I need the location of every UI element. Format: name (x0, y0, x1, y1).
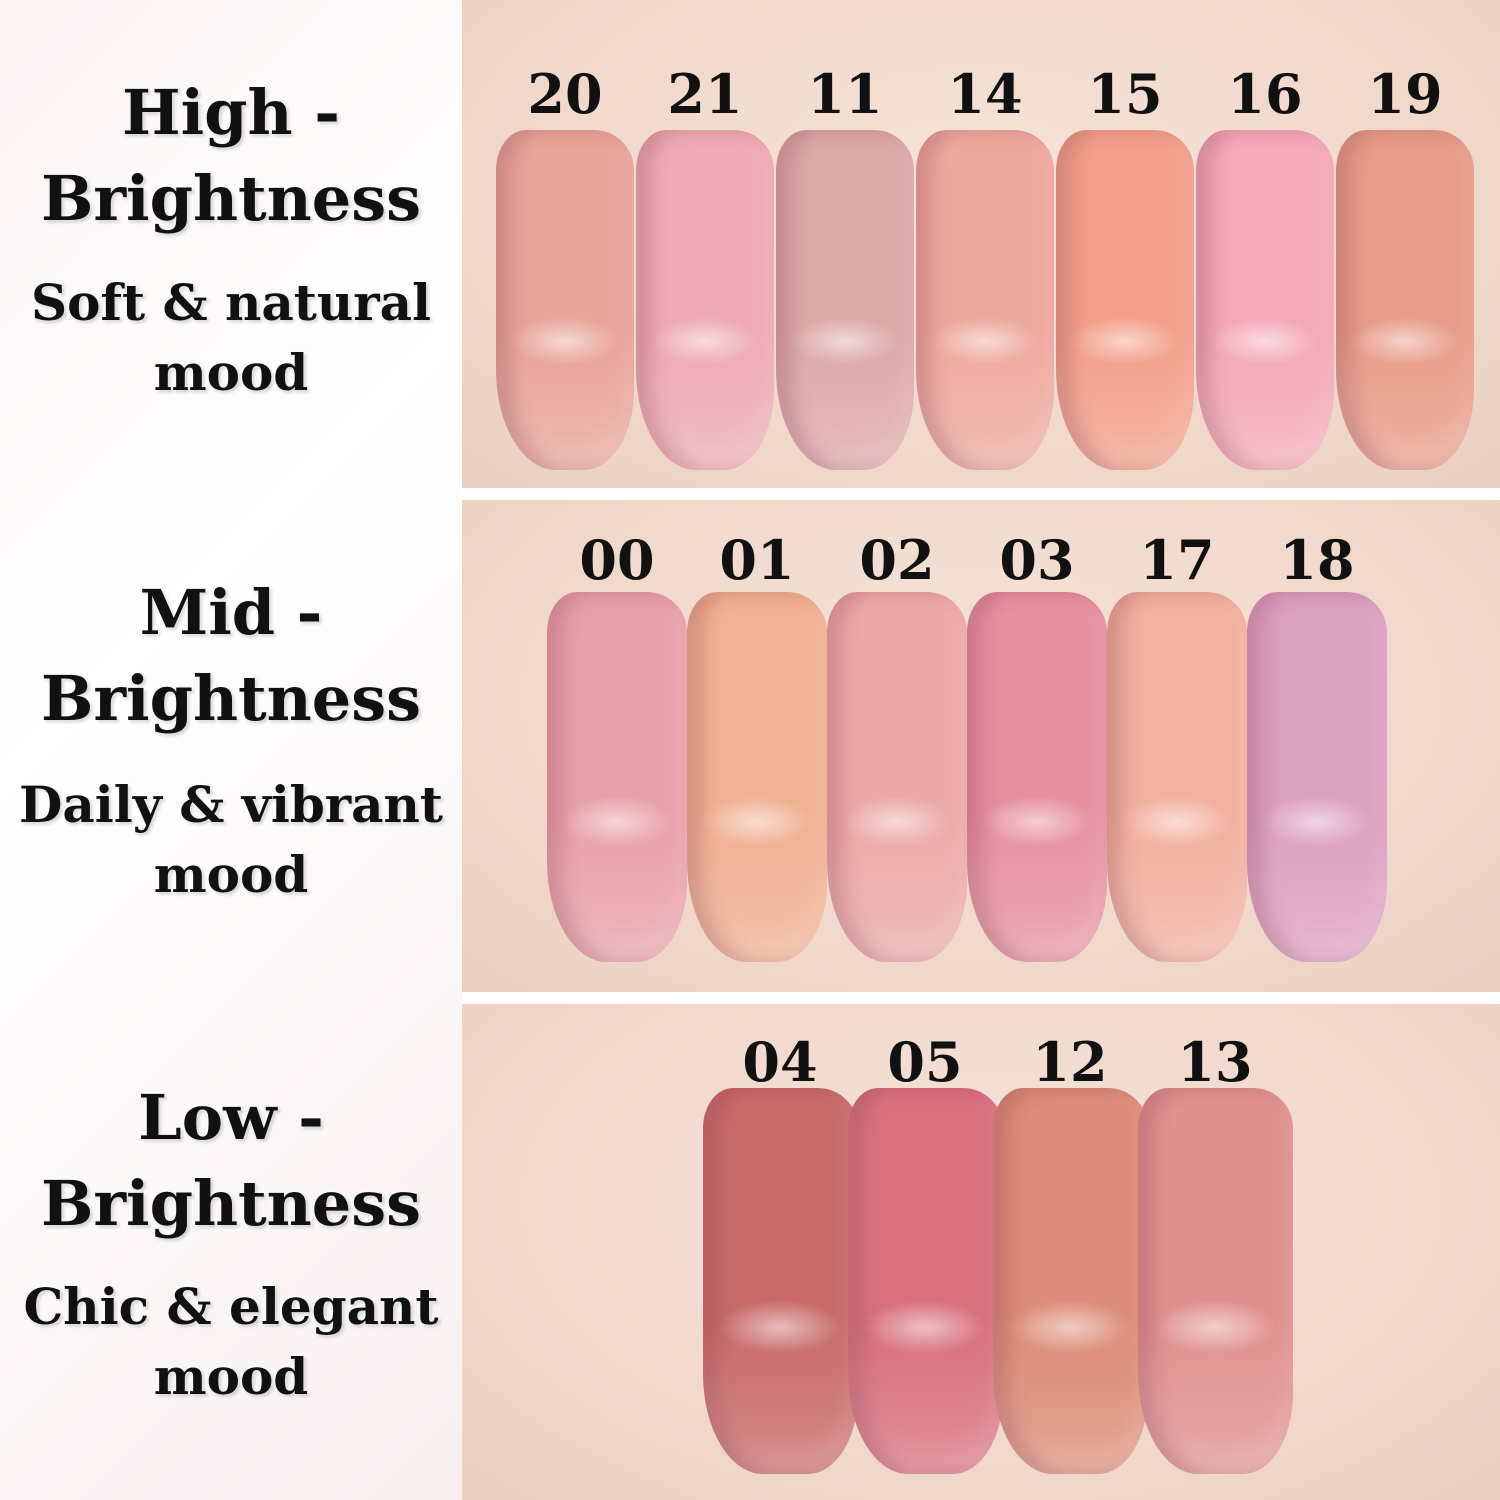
gloss-highlight (1069, 317, 1181, 365)
swatch-panel: 04 05 12 13 (462, 1004, 1500, 1500)
gloss-highlight (561, 795, 673, 848)
left-label-panel (0, 0, 462, 1500)
shade-number: 20 (527, 62, 603, 126)
group-label: High - Brightness (0, 70, 462, 242)
group-title: High - Brightness (40, 76, 422, 235)
shade-number: 12 (1032, 1030, 1108, 1094)
shade-number: 02 (859, 528, 935, 592)
shade-number: 21 (667, 62, 743, 126)
shade-swatch (847, 1088, 1003, 1474)
gloss-highlight (1153, 1300, 1277, 1355)
gloss-highlight (649, 317, 761, 365)
group-title: Low - Brightness (40, 1081, 422, 1240)
shade-number: 04 (742, 1030, 818, 1094)
gloss-highlight (863, 1300, 987, 1355)
shade-swatch (1336, 130, 1474, 470)
shade-swatch (496, 130, 634, 470)
shade-swatch (967, 592, 1107, 962)
gloss-highlight (718, 1300, 842, 1355)
gloss-highlight (841, 795, 953, 848)
gloss-highlight (1349, 317, 1461, 365)
gloss-highlight (789, 317, 901, 365)
group-label: Mid - Brightness (0, 570, 462, 742)
shade-number: 17 (1139, 528, 1215, 592)
shade-swatch (687, 592, 827, 962)
group-label: Low - Brightness (0, 1075, 462, 1247)
swatch-panel: 00 01 02 03 17 18 (462, 500, 1500, 992)
group-title: Mid - Brightness (40, 576, 422, 735)
group-subtitle: Daily & vibrant mood (19, 775, 443, 904)
shade-number: 15 (1087, 62, 1163, 126)
shade-swatch (702, 1088, 858, 1474)
shade-swatch (992, 1088, 1148, 1474)
gloss-highlight (509, 317, 621, 365)
shade-swatch (776, 130, 914, 470)
shade-swatch (547, 592, 687, 962)
shade-number: 05 (887, 1030, 963, 1094)
shade-number: 14 (947, 62, 1023, 126)
shade-number: 13 (1177, 1030, 1253, 1094)
gloss-highlight (701, 795, 813, 848)
shade-number: 00 (579, 528, 655, 592)
gloss-highlight (929, 317, 1041, 365)
shade-number: 18 (1279, 528, 1355, 592)
shade-swatch (636, 130, 774, 470)
shade-number: 01 (719, 528, 795, 592)
shade-swatch (1056, 130, 1194, 470)
gloss-highlight (981, 795, 1093, 848)
shade-number: 11 (807, 62, 883, 126)
shade-number: 16 (1227, 62, 1303, 126)
shade-swatch (1137, 1088, 1293, 1474)
group-subtitle: Chic & elegant mood (23, 1277, 439, 1406)
shade-swatch (1196, 130, 1334, 470)
shade-number: 03 (999, 528, 1075, 592)
gloss-highlight (1008, 1300, 1132, 1355)
shade-number: 19 (1367, 62, 1443, 126)
group-subtitle: Soft & natural mood (31, 273, 431, 402)
gloss-highlight (1209, 317, 1321, 365)
gloss-highlight (1121, 795, 1233, 848)
shade-swatch (827, 592, 967, 962)
shade-swatch (1247, 592, 1387, 962)
shade-swatch (916, 130, 1054, 470)
swatch-panel: 20 21 11 14 15 16 19 (462, 0, 1500, 488)
shade-swatch (1107, 592, 1247, 962)
gloss-highlight (1261, 795, 1373, 848)
